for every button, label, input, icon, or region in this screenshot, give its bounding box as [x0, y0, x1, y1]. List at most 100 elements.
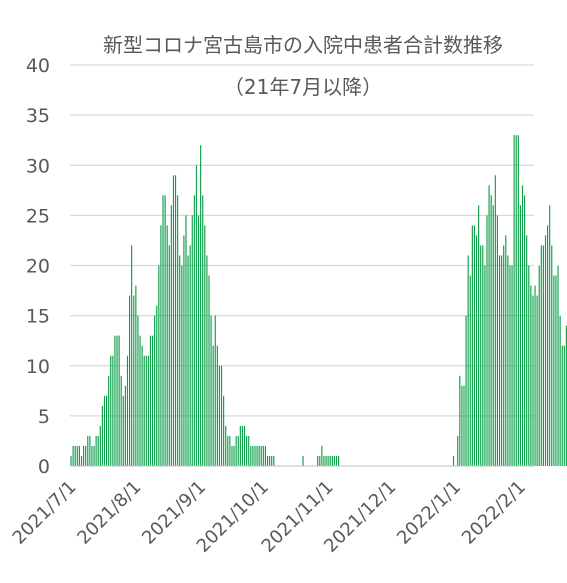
- bar: [530, 285, 532, 466]
- bar: [532, 295, 534, 466]
- bar: [252, 445, 254, 466]
- bar: [465, 315, 467, 466]
- bar: [325, 455, 327, 466]
- bar: [93, 445, 95, 466]
- bar: [135, 285, 137, 466]
- bar: [76, 445, 78, 466]
- bar: [327, 455, 329, 466]
- bar: [496, 215, 498, 466]
- y-tick-label: 20: [26, 256, 50, 278]
- bar: [264, 445, 266, 466]
- bar: [542, 245, 544, 466]
- bar: [189, 245, 191, 466]
- bar: [72, 445, 74, 466]
- bar: [331, 455, 333, 466]
- y-tick-label: 10: [26, 356, 50, 378]
- y-axis-ticks: 0 5 10 15 20 25 30 35 40: [26, 55, 50, 478]
- bar: [526, 235, 528, 466]
- bar: [536, 295, 538, 466]
- chart-subtitle: （21年7月以降）: [224, 75, 382, 99]
- bar: [120, 375, 122, 466]
- x-tick-label: 2022/1/1: [393, 477, 465, 549]
- bar: [549, 205, 551, 466]
- bar: [91, 445, 93, 466]
- bar: [559, 315, 561, 466]
- bar: [110, 355, 112, 466]
- bar: [492, 205, 494, 466]
- bar: [323, 455, 325, 466]
- bar: [239, 425, 241, 466]
- bar: [101, 405, 103, 466]
- bar: [317, 455, 319, 466]
- y-tick-label: 35: [26, 105, 50, 127]
- bar: [509, 265, 511, 466]
- bar: [145, 355, 147, 466]
- bar: [220, 365, 223, 466]
- bar: [174, 175, 177, 466]
- bar: [139, 335, 141, 466]
- bar: [112, 355, 114, 466]
- bar: [273, 455, 275, 466]
- bar: [551, 245, 553, 466]
- bar: [80, 455, 83, 466]
- bar: [513, 135, 515, 467]
- bar: [168, 245, 170, 466]
- bar: [452, 455, 455, 466]
- y-tick-label: 5: [38, 406, 50, 428]
- bar: [227, 435, 229, 466]
- bar: [266, 455, 269, 466]
- bar: [200, 145, 202, 466]
- y-tick-label: 40: [26, 55, 50, 77]
- bar: [195, 165, 198, 466]
- y-tick-label: 30: [26, 155, 50, 177]
- bar: [563, 345, 565, 466]
- bar: [235, 435, 237, 466]
- bar: [214, 315, 216, 466]
- bar: [507, 255, 509, 466]
- bar: [484, 265, 486, 466]
- bar: [89, 435, 91, 466]
- bar: [237, 435, 239, 466]
- bar: [124, 385, 126, 466]
- bar: [254, 445, 256, 466]
- bar: [156, 305, 158, 466]
- bar: [99, 425, 101, 466]
- bar: [128, 295, 131, 466]
- bar: [122, 395, 124, 466]
- bar: [191, 215, 193, 466]
- bar: [116, 335, 118, 466]
- bar: [528, 265, 530, 466]
- bar: [490, 195, 492, 466]
- bar: [321, 445, 323, 466]
- bar: [78, 445, 80, 466]
- bar: [202, 195, 204, 466]
- bar: [162, 195, 164, 466]
- bar: [457, 435, 459, 466]
- bar: [193, 195, 195, 466]
- bar: [74, 445, 76, 466]
- bar: [147, 355, 149, 466]
- bar: [565, 325, 567, 466]
- bar: [463, 385, 465, 466]
- bar: [158, 265, 160, 466]
- x-tick-label: 2022/2/1: [458, 477, 530, 549]
- bar: [505, 235, 507, 466]
- bar: [488, 185, 490, 467]
- bar: [333, 455, 335, 466]
- bar: [260, 445, 262, 466]
- bar: [475, 235, 478, 466]
- y-tick-label: 25: [26, 205, 50, 227]
- bar: [540, 245, 542, 466]
- bar: [108, 375, 110, 466]
- bar: [103, 395, 106, 466]
- bar: [231, 445, 233, 466]
- bar: [172, 175, 175, 466]
- bar: [262, 445, 264, 466]
- bar: [557, 265, 559, 466]
- bar: [246, 435, 248, 466]
- bar: [206, 255, 208, 466]
- bar: [166, 225, 168, 466]
- bar: [248, 435, 250, 466]
- bar: [143, 355, 145, 466]
- bar: [302, 455, 304, 466]
